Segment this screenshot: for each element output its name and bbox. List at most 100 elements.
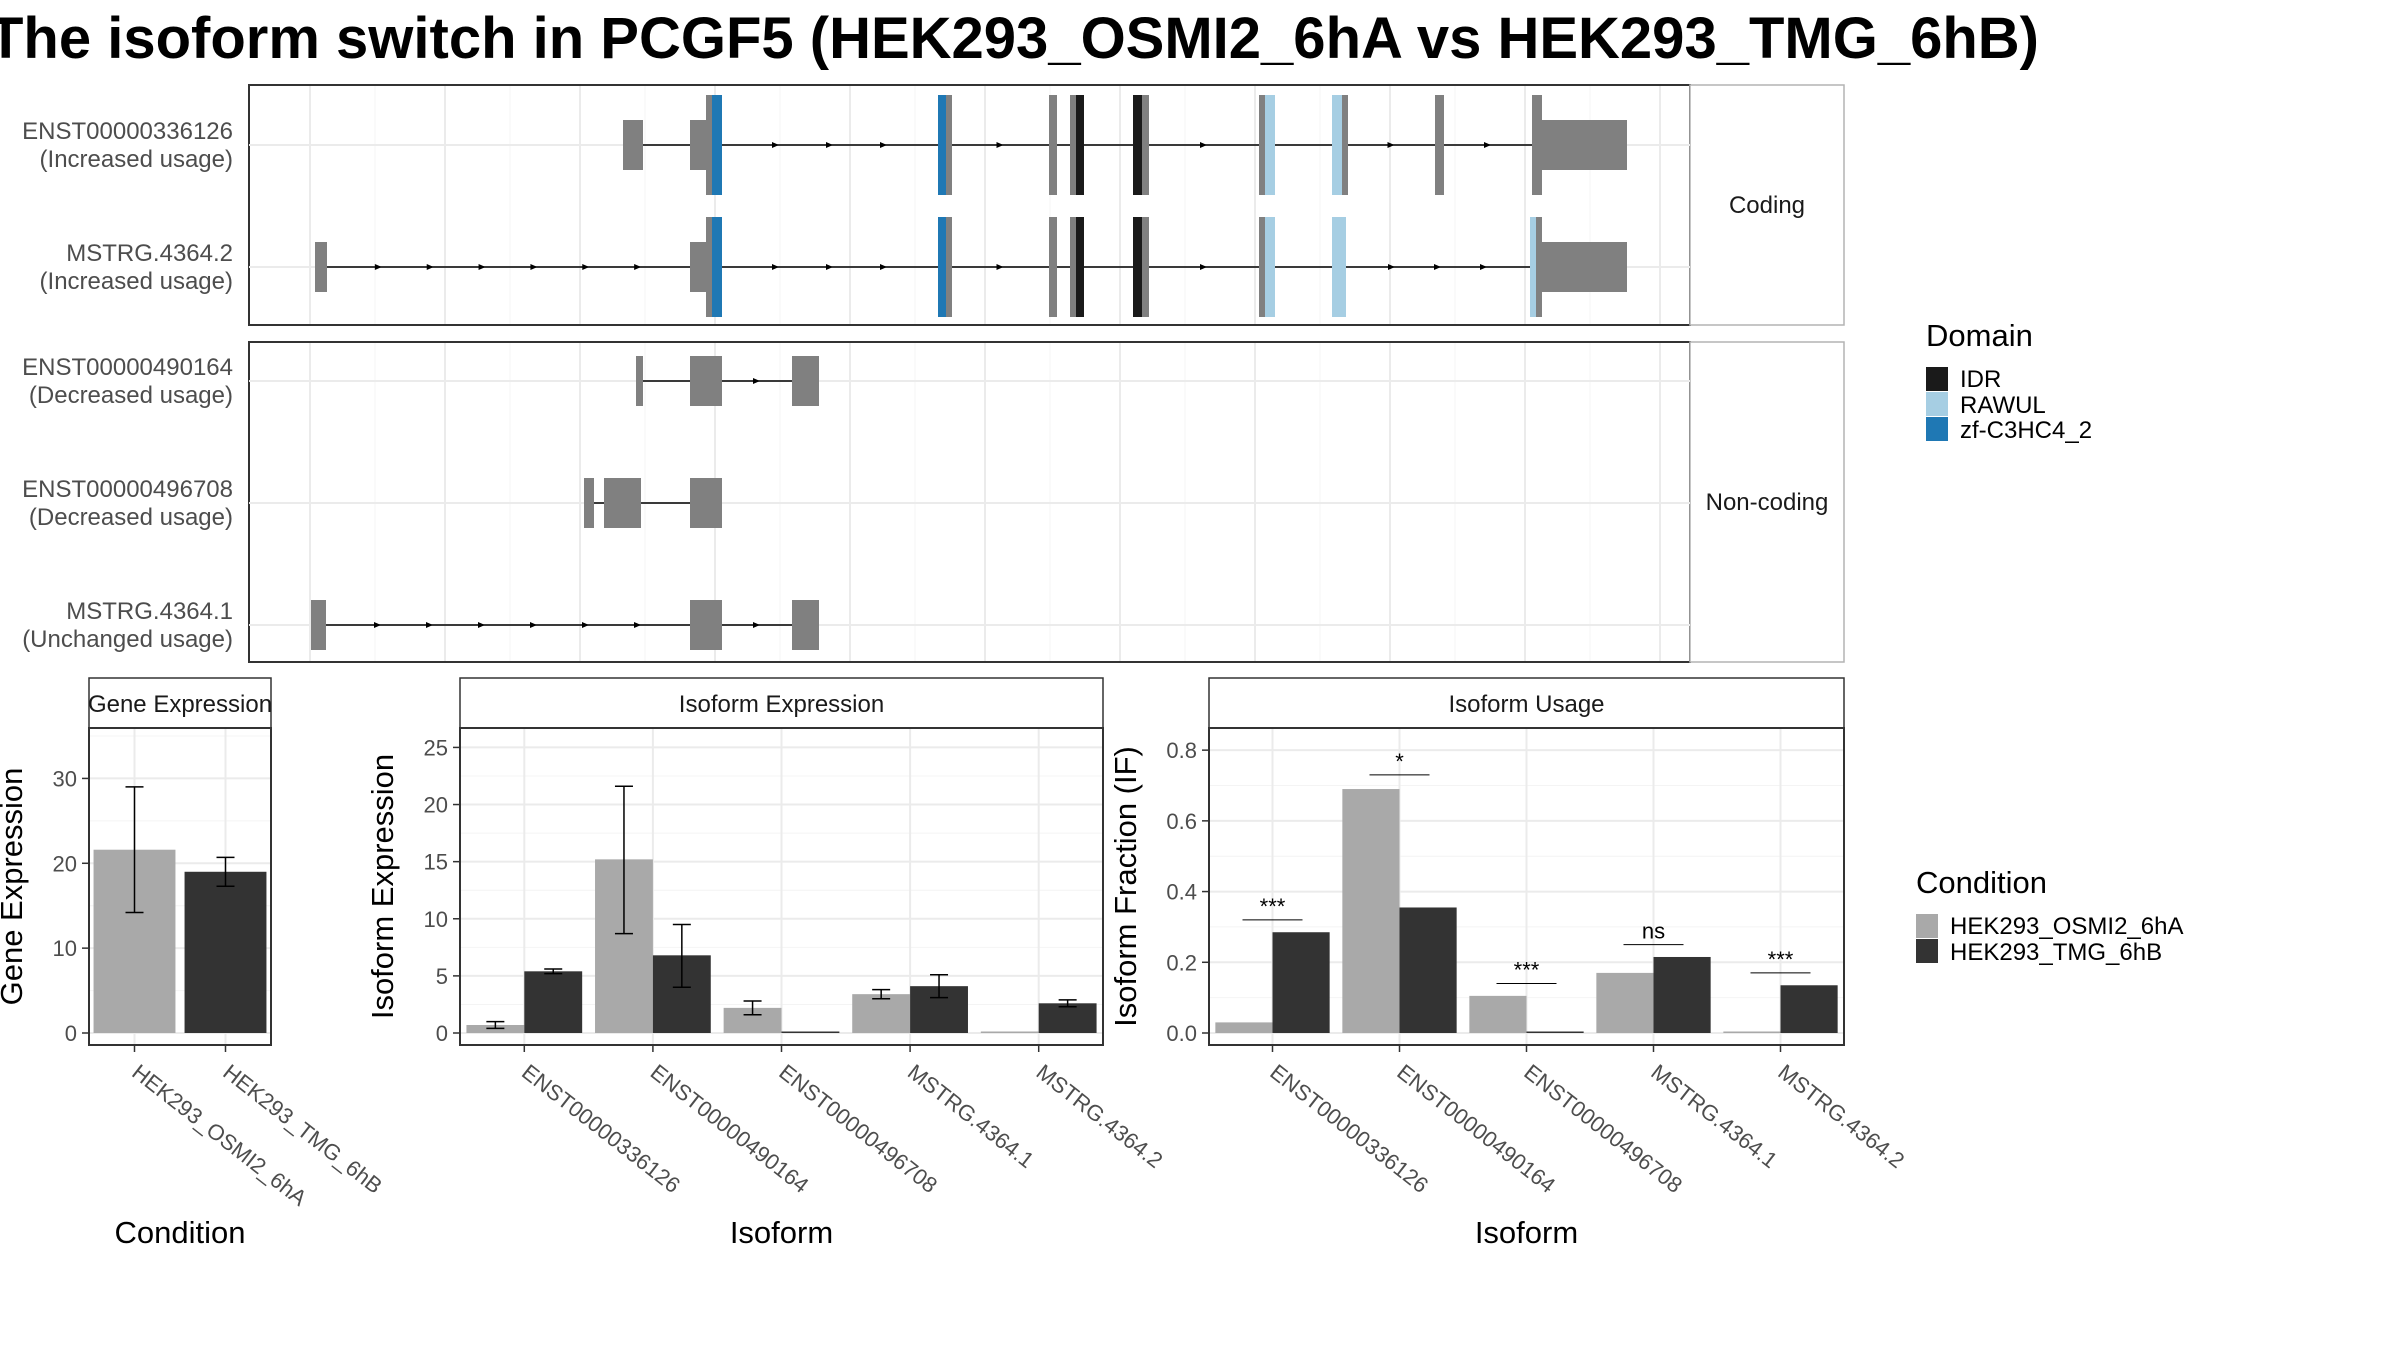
x-axis-title: Isoform xyxy=(1475,1215,1578,1250)
y-tick-label: 20 xyxy=(53,851,77,876)
transcript-usage-label: (Decreased usage) xyxy=(29,504,233,531)
y-tick-label: 10 xyxy=(424,907,448,932)
bar-osmi2 xyxy=(1342,789,1400,1033)
cds-exon xyxy=(1070,95,1076,195)
legend-key-idr xyxy=(1926,367,1948,391)
direction-arrow xyxy=(1200,264,1207,270)
domain-idr xyxy=(1076,95,1084,195)
cds-exon xyxy=(706,217,712,317)
x-tick-label: MSTRG.4364.1 xyxy=(1646,1059,1782,1173)
direction-arrow xyxy=(582,264,590,270)
x-tick-label: MSTRG.4364.2 xyxy=(1773,1059,1909,1173)
cds-exon xyxy=(1049,95,1057,195)
y-tick-label: 0.0 xyxy=(1166,1021,1197,1046)
transcript-labels: ENST00000336126 (Increased usage) MSTRG.… xyxy=(22,118,233,653)
bar-tmg xyxy=(1526,1031,1584,1033)
coding-strip xyxy=(1689,84,1845,326)
y-axis-title: Isoform Fraction (IF) xyxy=(1108,746,1143,1027)
bar-tmg xyxy=(1653,956,1711,1033)
direction-arrow xyxy=(530,622,537,628)
direction-arrow xyxy=(826,264,833,270)
direction-arrow xyxy=(772,142,779,148)
domain-zf-c3hc4-2 xyxy=(712,95,722,195)
direction-arrow xyxy=(753,378,760,384)
panel-strip xyxy=(88,677,272,729)
x-tick-label: HEK293_TMG_6hB xyxy=(218,1059,387,1198)
domain-rawul xyxy=(1530,217,1536,317)
cds-exon xyxy=(1259,95,1265,195)
domain-zf-c3hc4-2 xyxy=(712,217,722,317)
y-tick-label: 0.8 xyxy=(1166,738,1197,763)
panel-title: Isoform Expression xyxy=(679,691,884,718)
transcript-usage-label: (Increased usage) xyxy=(40,146,233,173)
y-tick-label: 25 xyxy=(424,735,448,760)
direction-arrow xyxy=(374,264,382,270)
bar-tmg xyxy=(1399,907,1457,1033)
cds-exon xyxy=(1342,95,1348,195)
utr-exon xyxy=(690,120,706,170)
utr-exon xyxy=(1542,120,1627,170)
exon xyxy=(311,600,326,650)
bar-osmi2 xyxy=(1723,1031,1781,1033)
domain-idr xyxy=(1133,95,1142,195)
direction-arrow xyxy=(478,622,485,628)
y-tick-label: 20 xyxy=(424,793,448,818)
exon xyxy=(792,356,819,406)
transcript-id-label: ENST00000496708 xyxy=(22,476,233,503)
panel-title: Isoform Usage xyxy=(1448,691,1604,718)
direction-arrow xyxy=(880,142,887,148)
bar-tmg xyxy=(1038,1003,1097,1033)
coding-strip-label: Coding xyxy=(1729,192,1805,219)
direction-arrow xyxy=(426,622,433,628)
y-tick-label: 0.2 xyxy=(1166,950,1197,975)
transcript-id-label: ENST00000336126 xyxy=(22,118,233,145)
cds-exon xyxy=(1049,217,1057,317)
figure-title: The isoform switch in PCGF5 (HEK293_OSMI… xyxy=(0,6,2039,71)
bar-tmg xyxy=(184,871,267,1033)
transcript-usage-label: (Decreased usage) xyxy=(29,382,233,409)
noncoding-strip-label: Non-coding xyxy=(1706,489,1829,516)
exon xyxy=(690,478,722,528)
y-tick-label: 30 xyxy=(53,766,77,791)
direction-arrow xyxy=(996,264,1004,270)
cds-exon xyxy=(1142,217,1149,317)
cds-exon xyxy=(1536,217,1542,317)
y-tick-label: 0 xyxy=(436,1021,448,1046)
direction-arrow xyxy=(753,622,760,628)
cds-exon xyxy=(1532,95,1542,195)
direction-arrow xyxy=(1387,142,1395,148)
condition-legend-title: Condition xyxy=(1916,865,2047,900)
domain-idr xyxy=(1133,217,1142,317)
bar-osmi2 xyxy=(852,994,911,1033)
bar-tmg xyxy=(1272,932,1330,1033)
bar-osmi2 xyxy=(1215,1022,1273,1033)
cds-exon xyxy=(1259,217,1265,317)
y-tick-label: 0 xyxy=(65,1021,77,1046)
domain-rawul xyxy=(1332,95,1342,195)
direction-arrow xyxy=(634,264,642,270)
legend-label-rawul: RAWUL xyxy=(1960,392,2046,419)
cds-exon xyxy=(1435,95,1444,195)
y-tick-label: 0.6 xyxy=(1166,809,1197,834)
direction-arrow xyxy=(582,622,589,628)
x-tick-label: MSTRG.4364.1 xyxy=(903,1059,1039,1173)
transcript-id-label: MSTRG.4364.2 xyxy=(66,240,233,267)
direction-arrow xyxy=(996,142,1004,148)
legend-label-tmg: HEK293_TMG_6hB xyxy=(1950,939,2162,966)
y-tick-label: 0.4 xyxy=(1166,880,1197,905)
plot-frame xyxy=(1208,727,1845,1046)
structure-panel-coding: Coding xyxy=(248,84,1845,326)
exon xyxy=(636,356,643,406)
y-axis-title: Isoform Expression xyxy=(365,754,400,1019)
coding-panel-frame xyxy=(248,84,1691,326)
significance-label: *** xyxy=(1260,894,1286,919)
domain-zf-c3hc4-2 xyxy=(938,95,946,195)
plot-frame xyxy=(459,727,1104,1046)
utr-exon xyxy=(623,120,643,170)
isoform-usage-chart: Isoform Usage0.00.20.40.60.8ENST00000336… xyxy=(1108,677,1909,1250)
transcript-id-label: MSTRG.4364.1 xyxy=(66,598,233,625)
significance-label: ns xyxy=(1642,919,1665,944)
panel-strip xyxy=(459,677,1104,729)
transcript-usage-label: (Unchanged usage) xyxy=(22,626,233,653)
direction-arrow xyxy=(1434,264,1441,270)
